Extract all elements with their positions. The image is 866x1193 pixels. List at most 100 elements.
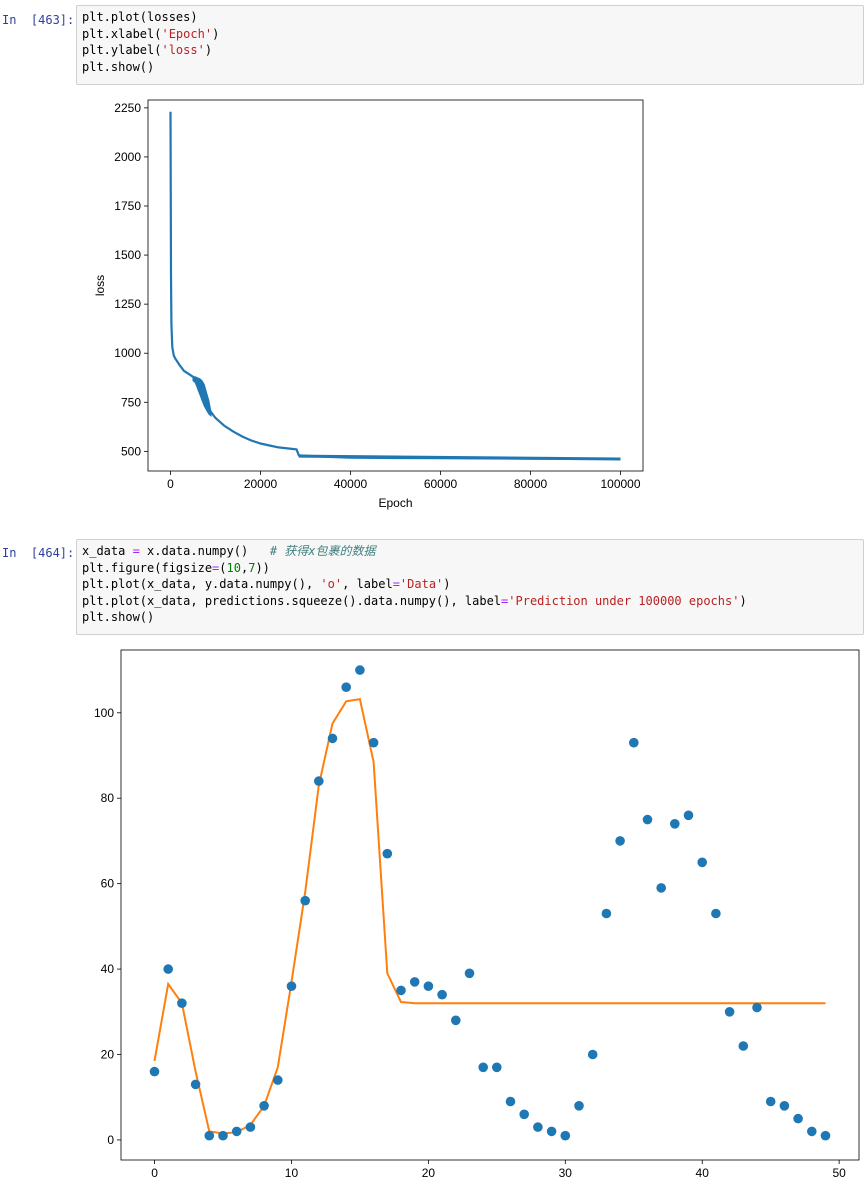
data-point: [546, 1126, 557, 1137]
data-point: [245, 1122, 256, 1132]
data-point: [218, 1130, 228, 1141]
prediction-chart: 0 10 20 30 40 50 0 20 40 60 80 100: [94, 649, 860, 1180]
code-line: plt.figure(figsize=(10,7)): [82, 560, 858, 577]
y-tick-label: 500: [121, 444, 141, 458]
data-point: [793, 1113, 803, 1124]
axes-frame: [120, 649, 860, 1161]
code-cell[interactable]: x_data = x.data.numpy() # 获得x包裹的数据 plt.fi…: [76, 539, 864, 635]
code-line: plt.plot(losses): [82, 9, 858, 26]
code-token: =: [132, 544, 140, 558]
code-token: plt.xlabel(: [82, 26, 162, 41]
data-point: [533, 1122, 543, 1132]
x-tick-label: 10: [285, 1166, 299, 1180]
code-token: plt.ylabel(: [82, 43, 162, 57]
data-point: [820, 1130, 831, 1141]
data-point: [204, 1130, 215, 1141]
data-point: [492, 1062, 502, 1073]
code-token: plt.plot(x_data, predictions.squeeze().d…: [82, 593, 502, 608]
code-token: =: [392, 577, 400, 591]
loss-oscillation-band: [192, 376, 212, 418]
data-point: [765, 1096, 776, 1107]
y-tick-label: 80: [101, 791, 115, 805]
code-line: x_data = x.data.numpy() # 获得x包裹的数据: [82, 543, 858, 560]
code-token: 'Data': [399, 577, 444, 591]
data-point: [163, 964, 173, 974]
code-token: 'Epoch': [161, 26, 213, 41]
data-point: [587, 1049, 598, 1060]
y-tick-label: 100: [94, 706, 114, 720]
code-token: 'loss': [161, 43, 205, 57]
code-token: ): [739, 593, 747, 608]
data-point: [656, 883, 666, 893]
loss-chart: 0 20000 40000 60000 80000 100000 500 750 1000 125…: [93, 99, 644, 510]
y-axis-label: loss: [93, 275, 107, 296]
code-line: plt.plot(x_data, predictions.squeeze().d…: [82, 593, 858, 610]
plot-area: [121, 650, 859, 1160]
code-token: x.data.numpy(): [139, 544, 270, 558]
code-token: plt.plot(x_data, y.data.numpy(),: [82, 577, 321, 591]
x-tick-label: 80000: [514, 477, 548, 491]
code-cell[interactable]: plt.plot(losses) plt.xlabel('Epoch') plt.y…: [76, 5, 864, 85]
data-point: [341, 682, 352, 692]
data-point: [231, 1126, 242, 1137]
x-tick-label: 50: [832, 1166, 846, 1180]
data-point: [752, 1002, 762, 1013]
data-point: [724, 1007, 735, 1017]
data-point: [437, 989, 447, 1000]
code-line: plt.show(): [82, 609, 858, 626]
data-point: [423, 981, 434, 991]
x-tick-label: 20000: [244, 477, 278, 491]
data-point: [615, 836, 625, 846]
data-point: [505, 1096, 516, 1107]
code-token: plt.show(): [82, 59, 155, 74]
y-tick-label: 0: [107, 1133, 114, 1147]
cell-prompt: In [464]:: [2, 546, 75, 560]
code-token: ): [443, 577, 451, 591]
code-token: ,: [240, 560, 249, 575]
code-token: 10: [226, 560, 241, 575]
code-token: plt.plot(losses): [82, 10, 198, 24]
data-point: [711, 908, 721, 919]
code-token: ): [204, 43, 213, 57]
data-point: [300, 895, 310, 906]
code-token: x_data: [82, 544, 133, 558]
data-point: [683, 810, 694, 821]
x-tick-label: 60000: [424, 477, 458, 491]
data-point: [396, 985, 406, 996]
data-point: [560, 1130, 571, 1141]
data-point: [177, 998, 187, 1008]
code-line: plt.ylabel('loss'): [82, 42, 858, 59]
plot-area: [148, 100, 643, 471]
data-point: [314, 776, 324, 786]
code-token: 'Prediction under 100000 epochs': [508, 593, 740, 608]
x-tick-label: 40000: [334, 477, 368, 491]
data-point: [259, 1101, 269, 1111]
x-tick-label: 30: [559, 1166, 573, 1180]
data-point: [286, 981, 297, 991]
y-tick-label: 1250: [114, 297, 141, 311]
data-point: [601, 908, 612, 919]
data-point: [451, 1015, 461, 1026]
code-token: (: [219, 560, 227, 575]
axes-frame: [147, 99, 644, 472]
x-axis-label: Epoch: [378, 496, 412, 510]
code-token: plt.figure(figsize: [82, 560, 213, 575]
data-point: [670, 819, 680, 829]
y-tick-label: 2250: [114, 101, 141, 115]
data-point: [642, 814, 653, 825]
data-point: [519, 1109, 529, 1120]
data-point: [464, 968, 475, 979]
code-line: plt.plot(x_data, y.data.numpy(), 'o', la…: [82, 576, 858, 593]
data-point: [190, 1079, 201, 1090]
code-line: plt.xlabel('Epoch'): [82, 26, 858, 43]
loss-tail: [298, 454, 621, 461]
data-point: [273, 1075, 283, 1085]
code-token: )): [255, 560, 270, 575]
x-tick-label: 0: [167, 477, 174, 491]
x-tick-label: 0: [151, 1166, 158, 1180]
data-point: [574, 1101, 584, 1111]
code-token: =: [212, 560, 220, 575]
code-token: plt.show(): [82, 610, 155, 624]
x-tick-label: 20: [422, 1166, 436, 1180]
code-token: 'o': [320, 577, 343, 591]
